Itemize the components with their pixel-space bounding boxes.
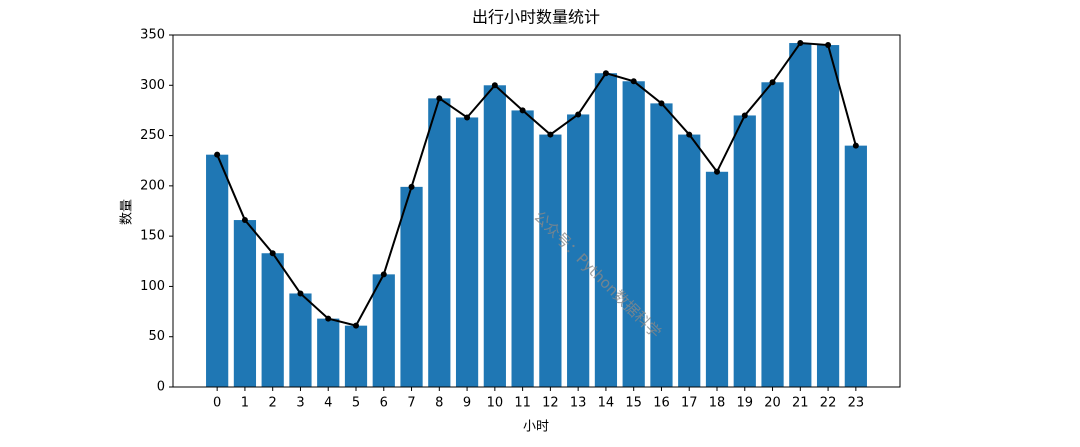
- x-tick-label: 18: [709, 396, 726, 411]
- line-point: [714, 168, 721, 175]
- bar: [344, 325, 368, 387]
- bar: [455, 117, 479, 388]
- y-tick-label: 350: [140, 28, 165, 43]
- line-point: [797, 40, 804, 47]
- bar: [705, 171, 729, 387]
- y-axis-label: 数量: [120, 199, 135, 225]
- x-tick-label: 9: [463, 396, 471, 411]
- x-tick-label: 12: [542, 396, 559, 411]
- bar: [789, 43, 812, 387]
- bar: [650, 103, 673, 387]
- bar: [261, 253, 284, 387]
- bar: [372, 274, 395, 387]
- bar: [678, 134, 701, 387]
- bar: [400, 186, 423, 387]
- x-tick-label: 3: [296, 396, 304, 411]
- x-tick-label: 14: [598, 396, 615, 411]
- line-point: [436, 95, 443, 102]
- y-tick-label: 100: [140, 279, 165, 294]
- line-point: [825, 42, 832, 49]
- line-point: [602, 70, 609, 77]
- y-tick-label: 250: [140, 128, 165, 143]
- x-tick-label: 10: [487, 396, 504, 411]
- bar: [428, 98, 451, 388]
- line-point: [380, 271, 387, 278]
- bar: [761, 82, 784, 388]
- line-point: [297, 290, 304, 297]
- x-tick-label: 1: [241, 396, 249, 411]
- x-tick-label: 23: [848, 396, 865, 411]
- line: [216, 42, 857, 327]
- y-tick-label: 300: [140, 78, 165, 93]
- x-tick-label: 20: [764, 396, 781, 411]
- line-point: [464, 114, 471, 121]
- bar: [511, 110, 534, 387]
- line-point: [214, 151, 221, 158]
- bar: [816, 45, 840, 388]
- bar: [594, 73, 618, 388]
- line-point: [575, 111, 582, 118]
- x-tick-label: 4: [324, 396, 332, 411]
- x-tick-label: 17: [681, 396, 698, 411]
- y-tick-label: 150: [140, 229, 165, 244]
- bar: [844, 145, 867, 387]
- bar: [483, 85, 506, 388]
- plot-frame: [172, 34, 901, 388]
- x-tick-label: 22: [820, 396, 837, 411]
- y-tick-label: 0: [157, 380, 165, 395]
- line-point: [630, 78, 637, 85]
- line-point: [408, 183, 415, 190]
- x-tick-label: 5: [352, 396, 360, 411]
- line-point: [769, 79, 776, 86]
- bar: [206, 154, 229, 387]
- line-point: [686, 131, 693, 138]
- chart-title: 出行小时数量统计: [472, 8, 600, 27]
- bar: [539, 134, 562, 387]
- bar: [317, 318, 340, 387]
- x-tick-label: 7: [407, 396, 415, 411]
- line-point: [852, 142, 859, 149]
- x-tick-label: 13: [570, 396, 587, 411]
- line-point: [241, 217, 248, 224]
- line-point: [547, 131, 554, 138]
- x-tick-label: 6: [380, 396, 388, 411]
- x-tick-label: 16: [653, 396, 670, 411]
- bar: [733, 115, 756, 387]
- y-tick-label: 200: [140, 178, 165, 193]
- bar: [289, 293, 312, 387]
- line-point: [352, 322, 359, 329]
- x-tick-label: 8: [435, 396, 443, 411]
- line-point: [269, 250, 276, 257]
- bar: [567, 114, 590, 388]
- x-tick-label: 19: [736, 396, 753, 411]
- bar: [233, 220, 257, 387]
- x-axis-label: 小时: [523, 420, 549, 435]
- bar: [622, 81, 645, 388]
- x-tick-label: 11: [514, 396, 531, 411]
- line-point: [325, 315, 332, 322]
- line-point: [741, 112, 748, 119]
- line-point: [658, 100, 665, 107]
- y-tick-label: 50: [148, 329, 165, 344]
- x-tick-label: 0: [213, 396, 221, 411]
- x-tick-label: 2: [269, 396, 277, 411]
- line-point: [491, 82, 498, 89]
- x-tick-label: 21: [792, 396, 809, 411]
- x-tick-label: 15: [625, 396, 642, 411]
- line-point: [519, 107, 526, 114]
